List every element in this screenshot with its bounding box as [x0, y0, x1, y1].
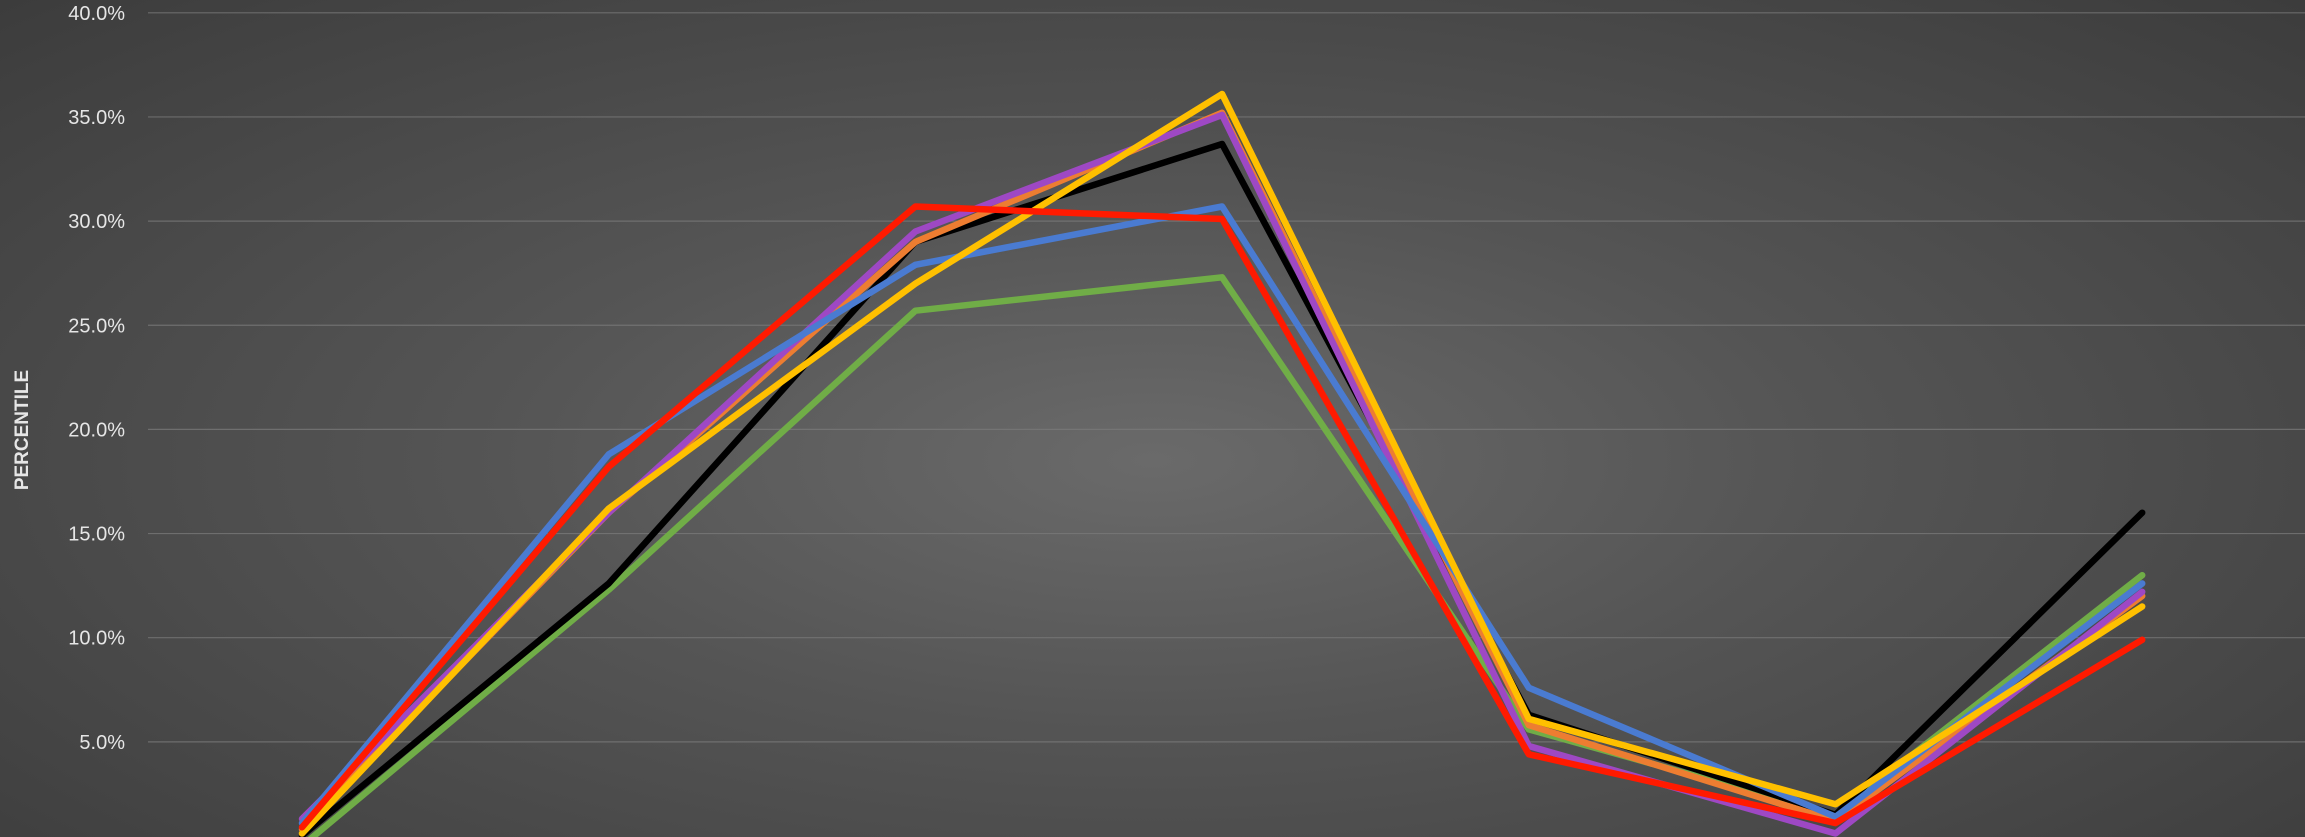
y-tick-label: 30.0% — [68, 211, 125, 233]
series-line-7 — [298, 203, 2146, 831]
y-tick-label: 20.0% — [68, 419, 125, 441]
series-line-5 — [298, 203, 2146, 827]
y-tick-label: 35.0% — [68, 107, 125, 129]
y-tick-label: 10.0% — [68, 628, 125, 650]
y-tick-label: 40.0% — [68, 3, 125, 25]
y-tick-label: 5.0% — [79, 732, 125, 754]
y-axis-title: PERCENTILE — [12, 370, 33, 490]
series-line-1 — [307, 274, 2146, 837]
series-line-6 — [298, 90, 2146, 837]
y-tick-label: 25.0% — [68, 315, 125, 337]
y-tick-label: 15.0% — [68, 524, 125, 546]
series-lines — [298, 90, 2146, 837]
y-axis-tick-labels: 5.0% 10.0% 15.0% 20.0% 25.0% 30.0% 35.0% 40.0% — [68, 3, 125, 754]
